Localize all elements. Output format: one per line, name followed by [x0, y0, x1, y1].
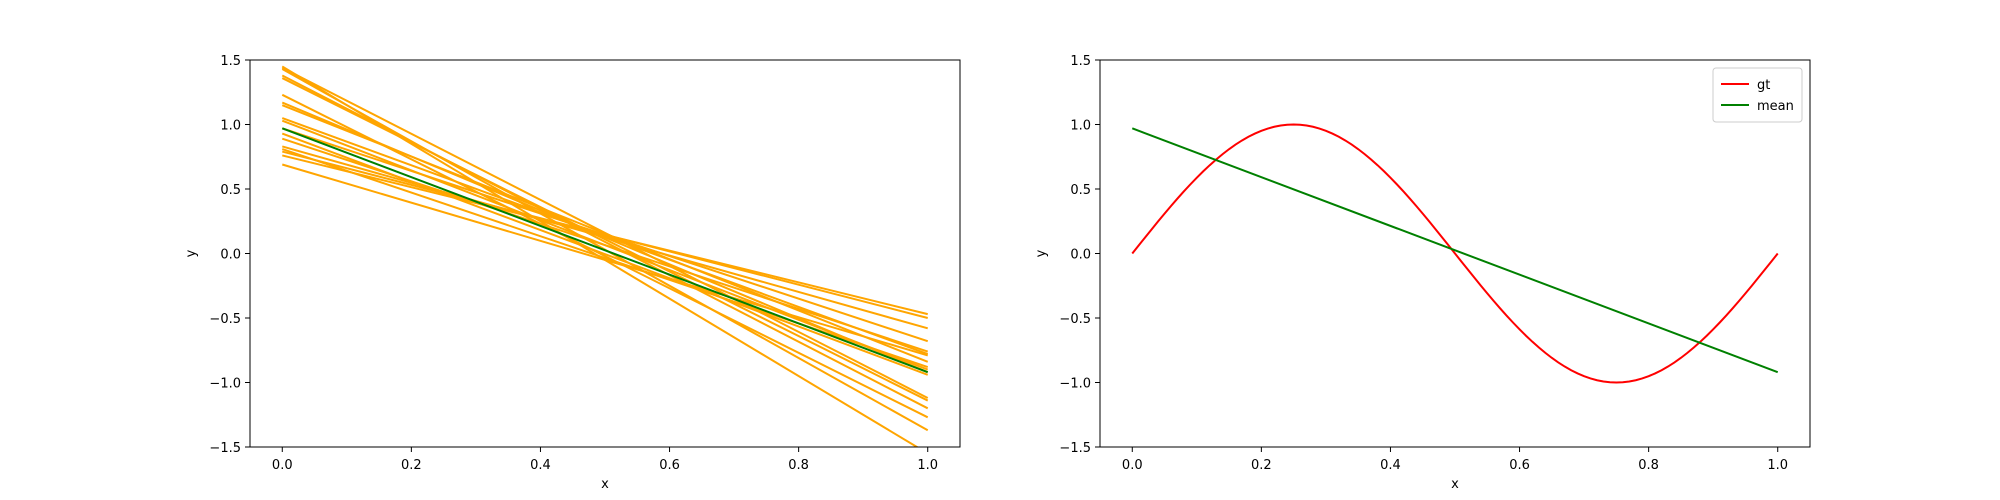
legend-box	[1712, 67, 1803, 123]
y-tick-label: 0.0	[1070, 248, 1091, 263]
subplot-1: 0.0 0.2 0.4 0.6 0.8 1.0 1.5 1.0 0.5 0.0 −0.5 −1.0 −1…	[184, 54, 961, 492]
y-tick-label: −0.5	[209, 312, 241, 327]
x-tick-label: 0.8	[788, 458, 809, 473]
y-tick-label: −0.5	[1059, 312, 1091, 327]
x-tick-label: 0.0	[272, 458, 293, 473]
series-line-17	[281, 163, 929, 357]
subplots: 0.0 0.2 0.4 0.6 0.8 1.0 1.5 1.0 0.5 0.0 −0.5 −1.0 −1…	[184, 54, 1811, 492]
y-tick-label: −1.5	[1059, 441, 1091, 456]
y-axis-label: y	[1034, 249, 1049, 257]
series-mean-line	[1131, 127, 1779, 374]
x-axis-label: x	[601, 477, 609, 492]
y-tick-label: 1.0	[1070, 119, 1091, 134]
series-line-4	[281, 77, 929, 402]
x-tick-label: 0.2	[1251, 458, 1272, 473]
series-line-12	[281, 137, 929, 353]
y-tick-label: 0.0	[220, 248, 241, 263]
x-tick-label: 0.4	[1380, 458, 1401, 473]
x-tick-label: 0.0	[1122, 458, 1143, 473]
series-group	[281, 65, 929, 447]
x-tick-label: 0.6	[1509, 458, 1530, 473]
y-axis-label: y	[184, 249, 199, 257]
series-group	[1131, 123, 1779, 384]
y-tick-label: 0.5	[220, 183, 241, 198]
y-tick-label: 1.5	[220, 54, 241, 69]
x-tick-label: 1.0	[917, 458, 938, 473]
x-tick-label: 1.0	[1767, 458, 1788, 473]
subplot-2: 0.0 0.2 0.4 0.6 0.8 1.0 1.5 1.0 0.5 0.0 −0.5 −1.0 −1…	[1034, 54, 1811, 492]
legend: gt mean	[1712, 67, 1803, 123]
x-tick-label: 0.4	[530, 458, 551, 473]
y-tick-label: −1.0	[1059, 377, 1091, 392]
series-line-13	[281, 145, 929, 330]
series-line-8	[281, 117, 929, 356]
y-tick-label: 1.5	[1070, 54, 1091, 69]
series-gt-line	[1131, 123, 1779, 384]
y-tick-label: 1.0	[220, 119, 241, 134]
y-tick-label: −1.5	[209, 441, 241, 456]
y-tick-label: −1.0	[209, 377, 241, 392]
legend-label-gt: gt	[1757, 78, 1770, 93]
x-axis-label: x	[1451, 477, 1459, 492]
series-line-18	[281, 66, 929, 399]
series-line-16	[282, 154, 928, 316]
legend-label-mean: mean	[1757, 99, 1794, 114]
series-line-19	[281, 127, 929, 374]
x-tick-label: 0.6	[659, 458, 680, 473]
y-tick-label: 0.5	[1070, 183, 1091, 198]
x-tick-label: 0.2	[401, 458, 422, 473]
x-tick-label: 0.8	[1638, 458, 1659, 473]
